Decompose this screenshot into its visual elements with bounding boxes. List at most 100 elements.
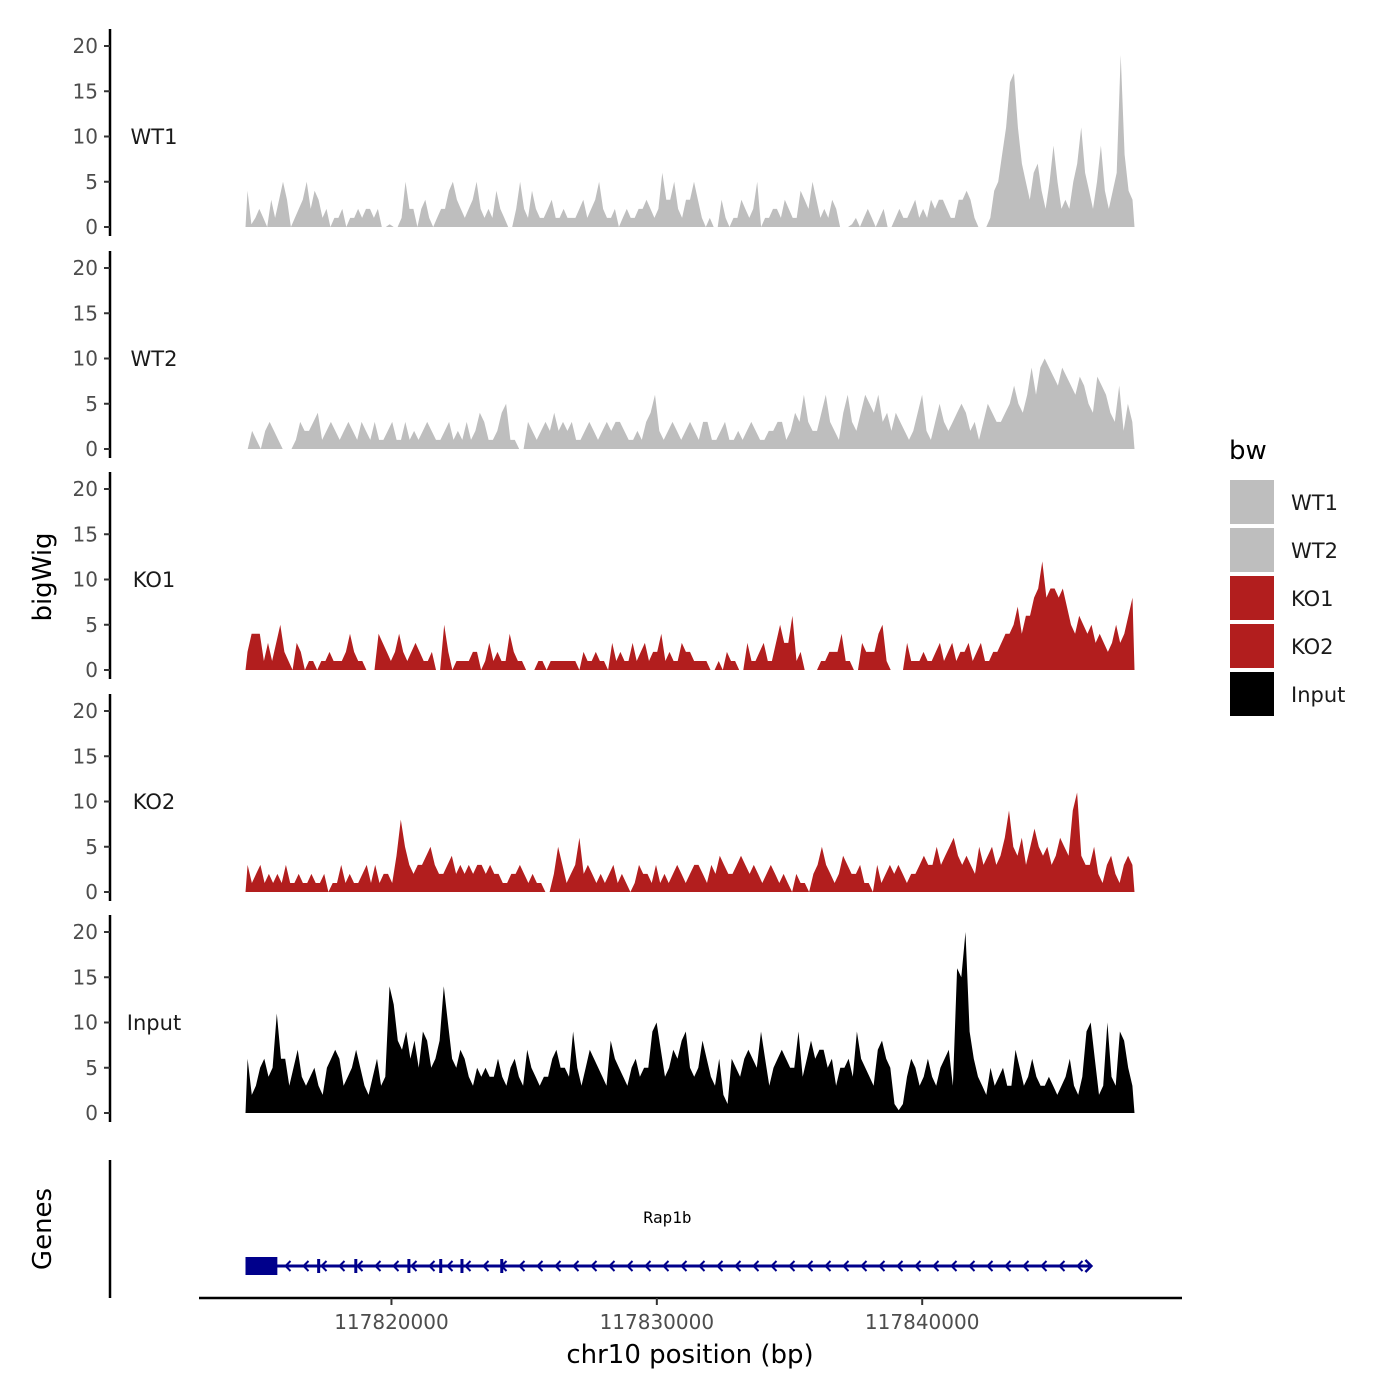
track-label-input: Input: [127, 1011, 181, 1035]
strand-arrow: [518, 1260, 526, 1272]
strand-arrow: [410, 1260, 418, 1272]
legend-key-ko2: [1230, 624, 1274, 668]
legend-label-ko1: KO1: [1291, 587, 1334, 611]
strand-arrow: [446, 1260, 454, 1272]
y-tick-label: 15: [73, 744, 98, 768]
strand-arrow: [878, 1260, 886, 1272]
y-tick-label: 5: [85, 392, 98, 416]
strand-arrow: [968, 1260, 976, 1272]
strand-arrow: [302, 1260, 310, 1272]
y-tick-label: 0: [85, 215, 98, 239]
gene-exon: [439, 1259, 443, 1273]
x-tick-label: 117840000: [865, 1310, 980, 1334]
strand-arrow: [608, 1260, 616, 1272]
track-label-ko1: KO1: [133, 568, 176, 592]
y-tick-label: 15: [73, 965, 98, 989]
track-panel-ko1: 0 5 10 15 20 KO1: [73, 472, 1135, 682]
strand-arrow: [464, 1260, 472, 1272]
strand-arrow: [284, 1260, 292, 1272]
strand-arrow: [806, 1260, 814, 1272]
track-panel-input: 0 5 10 15 20 Input: [73, 915, 1135, 1125]
strand-arrow: [1058, 1260, 1066, 1272]
track-label-ko2: KO2: [133, 790, 176, 814]
gene-exon: [354, 1259, 358, 1273]
y-tick-label: 15: [73, 522, 98, 546]
strand-arrow: [1076, 1260, 1084, 1272]
strand-arrow: [572, 1260, 580, 1272]
strand-arrow: [1004, 1260, 1012, 1272]
strand-arrow: [986, 1260, 994, 1272]
legend-label-wt1: WT1: [1291, 491, 1338, 515]
strand-arrow: [680, 1260, 688, 1272]
y-tick-label: 15: [73, 301, 98, 325]
strand-arrow: [716, 1260, 724, 1272]
y-tick-label: 10: [73, 568, 98, 592]
legend-label-input: Input: [1291, 683, 1345, 707]
strand-arrow: [770, 1260, 778, 1272]
strand-arrow: [932, 1260, 940, 1272]
x-tick-label: 117820000: [334, 1310, 449, 1334]
signal-area-input: [245, 932, 1135, 1113]
y-tick-label: 20: [73, 920, 98, 944]
y-tick-label: 20: [73, 256, 98, 280]
y-tick-label: 0: [85, 437, 98, 461]
y-tick-label: 20: [73, 477, 98, 501]
genes-track: Rap1b: [108, 1160, 1094, 1298]
gene-exon: [317, 1259, 321, 1273]
y-tick-label: 10: [73, 347, 98, 371]
strand-arrow: [554, 1260, 562, 1272]
gene-end-mark: [1084, 1259, 1094, 1273]
legend-key-input: [1230, 672, 1274, 716]
y-tick-label: 0: [85, 658, 98, 682]
signal-area-ko2: [245, 792, 1135, 892]
x-tick-label: 117830000: [600, 1310, 715, 1334]
strand-arrow: [842, 1260, 850, 1272]
strand-arrow: [896, 1260, 904, 1272]
gene-exon: [460, 1259, 464, 1273]
track-label-wt2: WT2: [131, 347, 178, 371]
strand-arrow: [428, 1260, 436, 1272]
genes-track-title: Genes: [28, 1188, 58, 1270]
strand-arrow: [356, 1260, 364, 1272]
strand-arrow: [338, 1260, 346, 1272]
y-tick-label: 10: [73, 1011, 98, 1035]
signal-area-wt2: [245, 358, 1135, 449]
strand-arrow: [320, 1260, 328, 1272]
y-tick-label: 5: [85, 613, 98, 637]
track-panel-wt2: 0 5 10 15 20 WT2: [73, 251, 1135, 461]
strand-arrow: [752, 1260, 760, 1272]
legend: bw WT1 WT2 KO1 KO2 Input: [1229, 436, 1345, 716]
y-tick-label: 15: [73, 79, 98, 103]
signal-area-wt1: [245, 55, 1135, 227]
y-tick-label: 5: [85, 835, 98, 859]
y-axis-title: bigWig: [28, 532, 58, 621]
legend-title: bw: [1229, 436, 1267, 466]
strand-arrow: [536, 1260, 544, 1272]
x-axis-title: chr10 position (bp): [566, 1340, 813, 1370]
y-tick-label: 5: [85, 1056, 98, 1080]
legend-key-ko1: [1230, 576, 1274, 620]
y-tick-label: 0: [85, 880, 98, 904]
legend-label-wt2: WT2: [1291, 539, 1338, 563]
track-label-wt1: WT1: [131, 125, 178, 149]
signal-area-ko1: [245, 561, 1135, 670]
strand-arrow: [482, 1260, 490, 1272]
legend-key-wt2: [1230, 528, 1274, 572]
strand-arrow: [698, 1260, 706, 1272]
legend-label-ko2: KO2: [1291, 635, 1334, 659]
strand-arrow: [662, 1260, 670, 1272]
y-tick-label: 10: [73, 125, 98, 149]
y-tick-label: 0: [85, 1101, 98, 1125]
strand-arrow: [860, 1260, 868, 1272]
gene-label: Rap1b: [643, 1208, 691, 1227]
track-panel-wt1: 0 5 10 15 20 WT1: [73, 29, 1135, 239]
gene-exon: [245, 1257, 278, 1275]
legend-key-wt1: [1230, 480, 1274, 524]
y-tick-label: 20: [73, 699, 98, 723]
strand-arrow: [950, 1260, 958, 1272]
gene-exon: [407, 1259, 411, 1273]
strand-arrow: [824, 1260, 832, 1272]
y-tick-label: 10: [73, 790, 98, 814]
strand-arrow: [734, 1260, 742, 1272]
